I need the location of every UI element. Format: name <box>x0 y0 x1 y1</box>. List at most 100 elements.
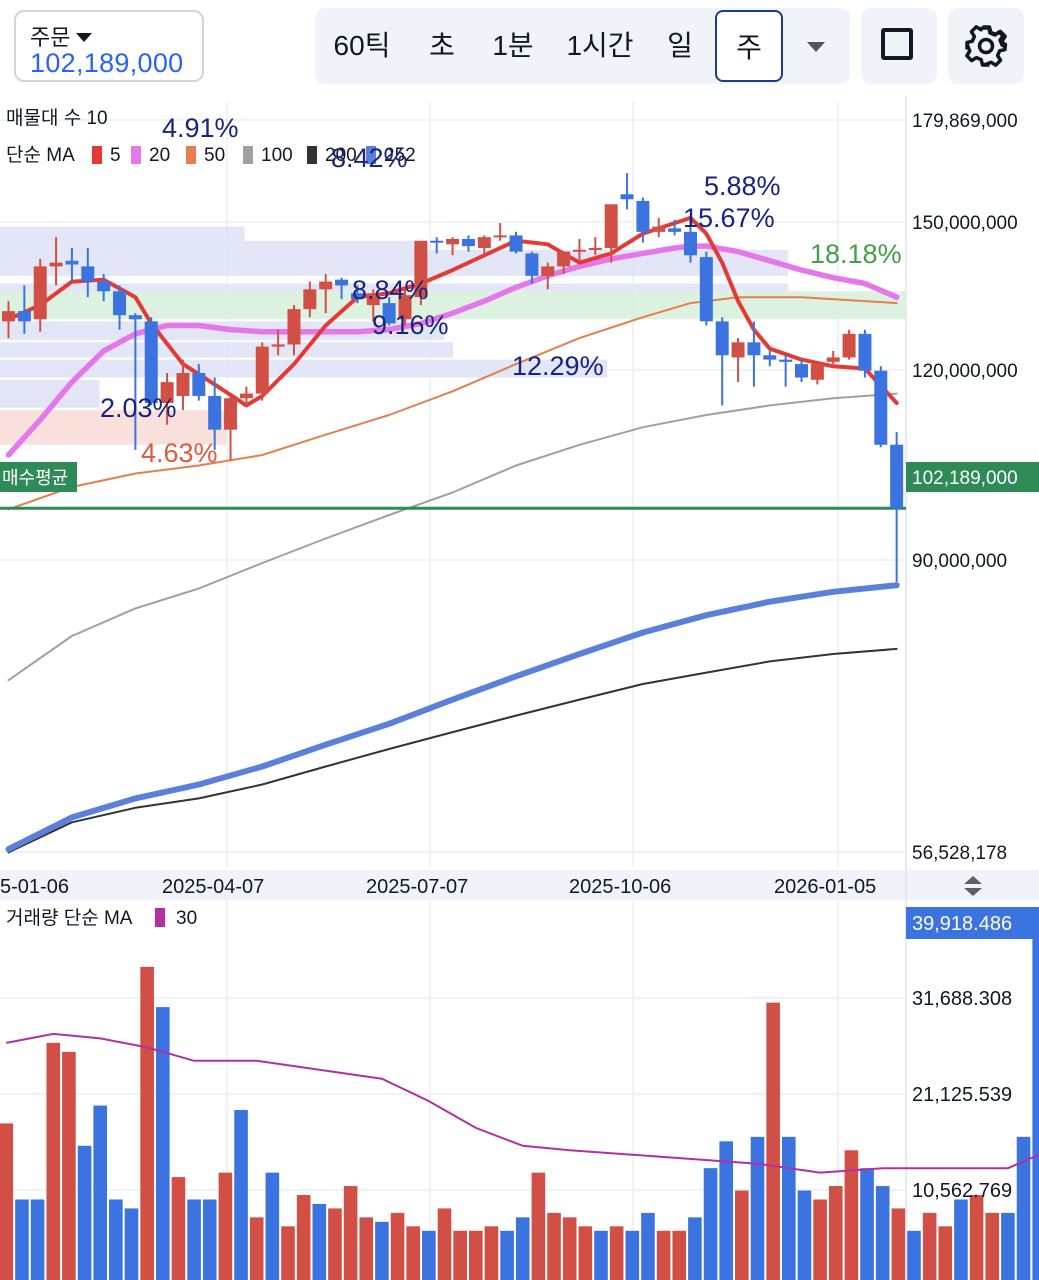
settings-button[interactable] <box>948 8 1024 84</box>
profile-percent-label: 18.18% <box>810 239 902 269</box>
candle-body <box>890 444 904 509</box>
date-tick-label: 2025-10-06 <box>569 876 671 898</box>
candle-body <box>350 293 364 300</box>
volume-bar <box>375 1221 389 1280</box>
volume-bar <box>406 1226 420 1280</box>
profile-percent-label: 2.03% <box>100 393 177 423</box>
volume-bar <box>1032 923 1039 1280</box>
volume-profile-row <box>0 258 789 276</box>
candle-body <box>699 257 713 322</box>
overlay-labels: 매수평균 매물대 수 10 단순 MA 5 20 50 100 200 252 거래량 단순 MA… <box>0 107 902 929</box>
candle-body <box>541 266 555 276</box>
volume-bar <box>62 1051 76 1280</box>
timeframe-week[interactable]: 주 <box>715 10 783 82</box>
volume-bar <box>249 1217 264 1280</box>
ma-legend-swatch <box>186 146 196 164</box>
volume-profile-row <box>0 240 417 250</box>
timeframe-selector: 60틱 초 1분 1시간 일 주 <box>315 8 850 84</box>
volume-bar <box>515 1217 530 1280</box>
volume-tick-label: 39,918.486 <box>912 913 1012 935</box>
volume-bar <box>265 1172 280 1280</box>
candle-body <box>461 238 475 247</box>
volume-bar <box>578 1226 593 1280</box>
volume-bar <box>296 1195 311 1280</box>
candle-body <box>572 249 586 252</box>
volume-bar <box>985 1212 1000 1280</box>
timeframe-60tick[interactable]: 60틱 <box>333 30 391 61</box>
candle-body <box>17 311 31 322</box>
timeframe-1hour[interactable]: 1시간 <box>566 30 634 61</box>
order-price: 102,189,000 <box>30 48 184 78</box>
volume-bar <box>15 1199 29 1280</box>
caret-down-icon <box>76 33 93 42</box>
volume-bar <box>922 1212 937 1280</box>
volume-bar <box>312 1203 327 1280</box>
volume-bar <box>46 1042 61 1280</box>
ma-legend-swatch <box>243 146 253 164</box>
volume-bar <box>641 1212 655 1280</box>
volume-bar <box>860 1168 874 1280</box>
candle-body <box>271 344 285 347</box>
profile-percent-label: 8.42% <box>331 143 408 173</box>
volume-profile-row <box>0 249 789 259</box>
timeframe-second[interactable]: 초 <box>429 30 455 61</box>
timeframe-day[interactable]: 일 <box>667 30 693 61</box>
price-tick-label: 150,000,000 <box>912 213 1018 234</box>
order-label: 주문 <box>30 20 93 52</box>
layout-button[interactable] <box>861 8 937 84</box>
candle-body <box>160 382 174 404</box>
volume-bar <box>625 1230 640 1280</box>
ma-legend-period: 50 <box>204 145 225 166</box>
profile-percent-label: 12.29% <box>512 351 604 381</box>
chevron-down-icon[interactable] <box>807 42 825 52</box>
volume-bar <box>969 1195 984 1280</box>
volume-bars <box>0 923 1039 1280</box>
ma-legend-swatch <box>131 146 141 164</box>
ma-legend-period: 20 <box>149 145 170 166</box>
volume-bar <box>735 1190 749 1280</box>
candle-body <box>303 289 317 310</box>
candle-body <box>493 235 507 238</box>
ma5-line <box>6 215 899 408</box>
volume-tick-label: 21,125.539 <box>912 1084 1012 1106</box>
volume-legend-title: 거래량 단순 MA <box>6 907 133 929</box>
ma-legend-swatch <box>307 146 317 164</box>
ma-legend-title: 단순 MA <box>6 144 75 166</box>
order-button[interactable]: 주문 102,189,000 <box>14 10 204 82</box>
candle-body <box>430 240 444 243</box>
volume-profile-row <box>0 379 100 408</box>
candle-body <box>287 309 301 345</box>
candle-body <box>620 194 634 200</box>
candle-body <box>779 359 793 362</box>
candle-body <box>683 231 697 256</box>
volume-bar <box>875 1186 890 1280</box>
square-icon <box>881 28 913 60</box>
date-tick-label: 2025-07-07 <box>366 876 468 898</box>
date-tick-label: 2025-04-07 <box>162 876 264 898</box>
volume-profile-row <box>0 342 453 358</box>
candle-body <box>715 321 729 356</box>
candle-body <box>65 260 79 265</box>
ma100-line <box>7 392 898 682</box>
volume-current-tag <box>906 907 1039 939</box>
volume-bar <box>688 1217 702 1280</box>
candle-body <box>747 342 761 356</box>
candle-body <box>224 398 238 430</box>
volume-bar <box>437 1208 452 1280</box>
volume-bar <box>907 1230 921 1280</box>
volume-bar <box>140 966 154 1280</box>
volume-bar <box>171 1177 186 1280</box>
volume-bar <box>390 1212 405 1280</box>
timeframe-1min[interactable]: 1분 <box>492 30 534 61</box>
candlesticks <box>2 173 904 582</box>
candle-body <box>810 364 824 380</box>
candle-body <box>192 372 206 396</box>
price-tick-label: 179,869,000 <box>912 111 1018 132</box>
volume-bar <box>469 1230 483 1280</box>
axes: 179,869,000 150,000,000 120,000,000 90,000,… <box>0 111 1039 1202</box>
volume-bar <box>328 1208 342 1280</box>
volume-bar <box>453 1230 467 1280</box>
price-chart[interactable]: 179,869,000 150,000,000 120,000,000 90,000,… <box>0 96 1039 1280</box>
candle-body <box>366 293 380 306</box>
candle-body <box>509 235 523 252</box>
